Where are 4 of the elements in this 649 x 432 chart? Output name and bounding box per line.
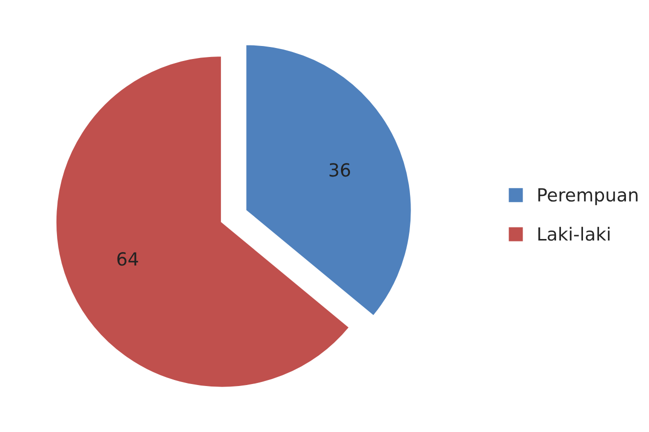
legend-label: Laki-laki (538, 226, 610, 241)
legend-label: Perempuan (538, 188, 638, 206)
data-label: 64 (117, 252, 138, 266)
data-label: 36 (330, 163, 350, 177)
